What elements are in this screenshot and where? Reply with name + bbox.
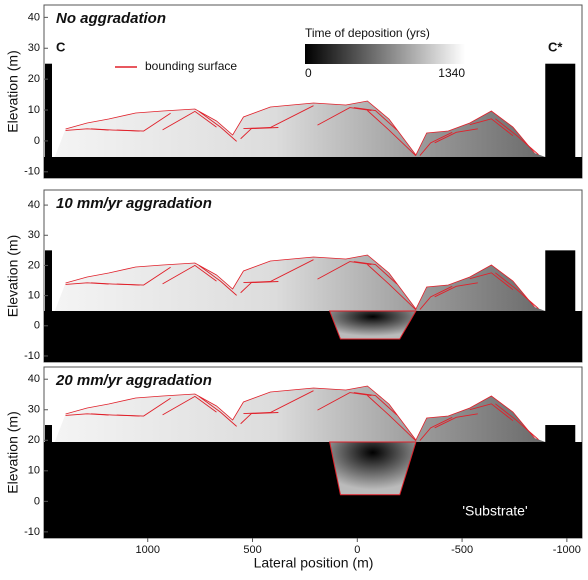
colorbar-tick-label: 0 — [305, 66, 312, 80]
bounding-surface — [243, 259, 314, 284]
bounding-surface — [469, 272, 514, 291]
sediment — [54, 101, 546, 157]
bounding-surface — [469, 118, 514, 137]
y-tick-label: 30 — [28, 229, 40, 241]
bounding-surface — [116, 112, 171, 132]
substrate — [44, 157, 582, 178]
bounding-surface — [367, 395, 417, 442]
bounding-surface — [243, 390, 314, 415]
y-tick-label: 40 — [28, 373, 40, 385]
bounding-surface — [353, 261, 398, 285]
y-axis-label: Elevation (m) — [5, 235, 21, 317]
bounding-surface — [367, 110, 417, 157]
bounding-surface — [434, 128, 478, 144]
wall-left — [45, 63, 52, 179]
y-tick-label: 0 — [34, 135, 40, 147]
x-tick-label: -500 — [451, 544, 473, 556]
bounding-surface — [419, 285, 453, 310]
x-tick-label: -1000 — [553, 544, 581, 556]
bounding-surface — [434, 282, 478, 298]
wall-right — [545, 425, 576, 538]
bounding-surface — [495, 118, 539, 155]
bounding-surface — [353, 392, 398, 416]
surface-outline — [65, 254, 535, 310]
y-axis-label: Elevation (m) — [5, 411, 21, 493]
bounding-surface — [469, 403, 514, 422]
bounding-surface — [162, 110, 217, 131]
bounding-surface — [198, 111, 237, 142]
surface-outline — [65, 385, 535, 441]
panel-title: 10 mm/yr aggradation — [56, 195, 212, 212]
bounding-surface — [243, 105, 314, 130]
bounding-surface — [116, 266, 171, 286]
y-tick-label: 10 — [28, 465, 40, 477]
colorbar-tick-label: 1340 — [438, 66, 465, 80]
bounding-surface — [317, 107, 372, 126]
y-tick-label: 40 — [28, 199, 40, 211]
surface-outline — [65, 100, 535, 156]
section-end-label: C* — [548, 39, 563, 54]
sediment — [54, 386, 546, 442]
bounding-surface — [434, 413, 478, 429]
wall-left — [45, 425, 52, 538]
bounding-surface — [162, 264, 217, 285]
wall-right — [545, 250, 576, 362]
sediment — [54, 255, 546, 311]
colorbar — [305, 44, 465, 64]
bounding-surface — [367, 264, 417, 311]
bounding-surface — [317, 392, 372, 411]
x-axis-label: Lateral position (m) — [254, 555, 374, 571]
bounding-surface — [317, 261, 372, 280]
bounding-surface — [116, 397, 171, 417]
y-tick-label: 0 — [34, 495, 40, 507]
panel-title: No aggradation — [56, 10, 166, 27]
y-tick-label: 20 — [28, 434, 40, 446]
x-tick-label: 0 — [354, 544, 360, 556]
bounding-surface — [198, 265, 237, 296]
bounding-surface — [495, 272, 539, 309]
wall-right — [545, 63, 576, 179]
bounding-surface — [353, 107, 398, 131]
colorbar-title: Time of deposition (yrs) — [305, 26, 430, 40]
bounding-surface — [198, 396, 237, 427]
bounding-surface — [419, 131, 453, 156]
x-tick-label: 500 — [243, 544, 261, 556]
x-tick-label: 1000 — [135, 544, 159, 556]
section-end-label: C — [56, 39, 66, 54]
legend-label: bounding surface — [145, 59, 237, 73]
panel-title: 20 mm/yr aggradation — [55, 372, 212, 389]
y-tick-label: 10 — [28, 290, 40, 302]
y-tick-label: 30 — [28, 42, 40, 54]
y-tick-label: 20 — [28, 259, 40, 271]
substrate — [44, 442, 582, 538]
y-tick-label: 10 — [28, 104, 40, 116]
substrate — [44, 311, 582, 362]
y-tick-label: 40 — [28, 11, 40, 23]
y-tick-label: 20 — [28, 73, 40, 85]
bounding-surface — [419, 416, 453, 441]
bounding-surface — [162, 395, 217, 416]
channel-fill — [329, 441, 417, 496]
y-tick-label: -10 — [24, 350, 40, 362]
bounding-surface — [495, 403, 539, 440]
y-tick-label: -10 — [24, 166, 40, 178]
y-tick-label: 0 — [34, 320, 40, 332]
substrate-label: 'Substrate' — [462, 503, 527, 519]
wall-left — [45, 250, 52, 362]
y-tick-label: -10 — [24, 526, 40, 538]
y-axis-label: Elevation (m) — [5, 50, 21, 132]
channel-fill — [328, 310, 417, 340]
y-tick-label: 30 — [28, 404, 40, 416]
